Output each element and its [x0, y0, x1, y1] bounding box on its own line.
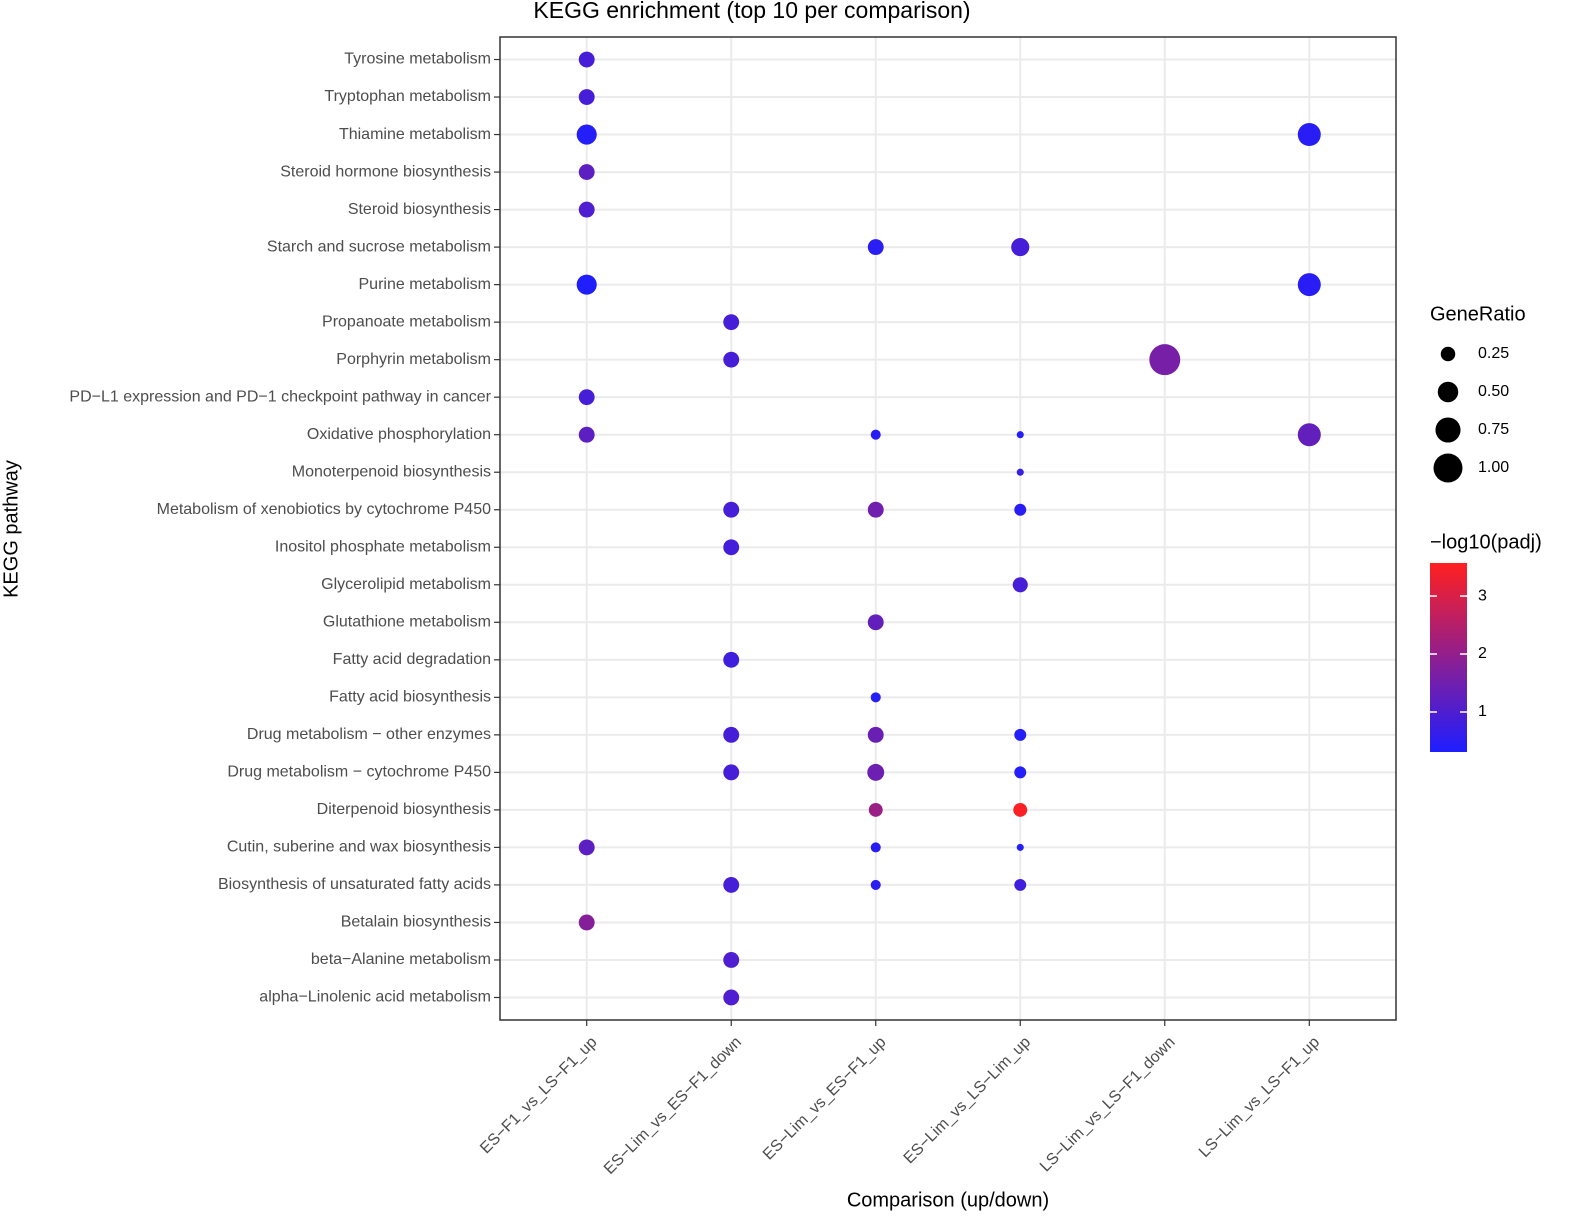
dot [867, 726, 884, 743]
dot [868, 802, 883, 817]
y-tick-label: Betalain biosynthesis [341, 914, 491, 931]
x-axis-title: Comparison (up/down) [847, 1189, 1049, 1211]
x-tick-label: ES−F1_vs_LS−F1_up [477, 1034, 600, 1157]
dot [1016, 843, 1024, 851]
color-tick-label: 1 [1478, 703, 1487, 720]
x-tick-label: LS−Lim_vs_LS−F1_up [1196, 1034, 1323, 1161]
chart-title: KEGG enrichment (top 10 per comparison) [533, 0, 970, 23]
y-tick-label: Purine metabolism [359, 276, 492, 293]
dot [1016, 431, 1024, 439]
dot [578, 914, 595, 931]
dot [1014, 503, 1027, 516]
y-tick-label: Porphyrin metabolism [336, 351, 491, 368]
size-key-label: 1.00 [1478, 459, 1509, 476]
size-key [1435, 417, 1461, 443]
y-tick-label: Metabolism of xenobiotics by cytochrome … [157, 501, 491, 518]
dot [1016, 468, 1024, 476]
dot [723, 726, 740, 743]
x-tick-label: LS−Lim_vs_LS−F1_down [1037, 1034, 1179, 1176]
y-tick-label: Biosynthesis of unsaturated fatty acids [218, 876, 491, 893]
y-tick-label: Tyrosine metabolism [344, 51, 491, 68]
dot [867, 763, 885, 781]
dot [723, 314, 740, 331]
y-tick-label: Drug metabolism − cytochrome P450 [227, 764, 491, 781]
y-tick-label: Drug metabolism − other enzymes [247, 726, 491, 743]
dot [578, 389, 595, 406]
dot [723, 351, 740, 368]
y-tick-label: PD−L1 expression and PD−1 checkpoint pat… [69, 388, 491, 405]
y-tick-label: beta−Alanine metabolism [311, 951, 491, 968]
dot [870, 692, 881, 703]
dot [870, 879, 881, 890]
plot-panel [500, 37, 1396, 1020]
dot [578, 51, 595, 68]
dot [576, 274, 597, 295]
dot [1297, 423, 1321, 447]
dot [867, 614, 884, 631]
y-tick-label: Cutin, suberine and wax biosynthesis [227, 839, 491, 856]
size-key [1437, 381, 1459, 403]
y-tick-label: Tryptophan metabolism [324, 88, 491, 105]
y-tick-label: Propanoate metabolism [322, 313, 491, 330]
size-key [1433, 453, 1463, 483]
size-key [1440, 346, 1456, 362]
x-tick-label: ES−Lim_vs_ES−F1_up [760, 1034, 890, 1164]
color-tick-label: 2 [1478, 645, 1487, 662]
size-key-label: 0.75 [1478, 421, 1509, 438]
dot [1014, 766, 1027, 779]
dot [1297, 273, 1321, 297]
y-tick-label: Fatty acid biosynthesis [329, 689, 491, 706]
dot [870, 842, 881, 853]
dot [723, 501, 740, 518]
y-tick-label: Diterpenoid biosynthesis [317, 801, 491, 818]
dot [870, 429, 881, 440]
dot [578, 839, 595, 856]
dot [723, 952, 740, 968]
color-bar [1430, 563, 1467, 752]
dot [1011, 238, 1030, 257]
dot [1012, 577, 1028, 593]
dot [1013, 802, 1028, 817]
x-tick-label: ES−Lim_vs_LS−Lim_up [901, 1034, 1034, 1167]
y-tick-label: Monoterpenoid biosynthesis [292, 463, 491, 480]
dot [723, 539, 740, 556]
dot [578, 164, 595, 181]
dot [1149, 344, 1181, 376]
y-tick-label: Oxidative phosphorylation [307, 426, 491, 443]
dot [578, 201, 595, 218]
dot [1014, 878, 1027, 891]
color-legend-title: −log10(padj) [1430, 531, 1542, 553]
dot [723, 989, 740, 1006]
y-tick-label: Glutathione metabolism [323, 614, 491, 631]
dot [867, 239, 884, 256]
y-tick-label: Fatty acid degradation [333, 651, 491, 668]
dot [1297, 123, 1321, 147]
x-tick-label: ES−Lim_vs_ES−F1_down [601, 1034, 745, 1178]
y-axis-title: KEGG pathway [0, 460, 22, 598]
y-tick-label: Steroid biosynthesis [348, 201, 491, 218]
size-key-label: 0.50 [1478, 383, 1509, 400]
dot [723, 651, 740, 668]
dot [578, 426, 595, 443]
y-tick-label: Glycerolipid metabolism [321, 576, 491, 593]
y-tick-label: Inositol phosphate metabolism [275, 538, 491, 555]
color-tick-label: 3 [1478, 587, 1487, 604]
dot [723, 876, 740, 893]
dot [578, 89, 595, 105]
y-tick-label: Thiamine metabolism [339, 126, 491, 143]
y-tick-label: Starch and sucrose metabolism [267, 238, 491, 255]
size-legend-title: GeneRatio [1430, 303, 1526, 325]
y-tick-label: Steroid hormone biosynthesis [280, 163, 491, 180]
dot [576, 124, 597, 145]
dot [723, 764, 740, 781]
plot-border [499, 36, 1397, 1021]
dot [867, 501, 884, 518]
size-key-label: 0.25 [1478, 345, 1509, 362]
dot [1014, 728, 1027, 741]
y-tick-label: alpha−Linolenic acid metabolism [259, 989, 491, 1006]
